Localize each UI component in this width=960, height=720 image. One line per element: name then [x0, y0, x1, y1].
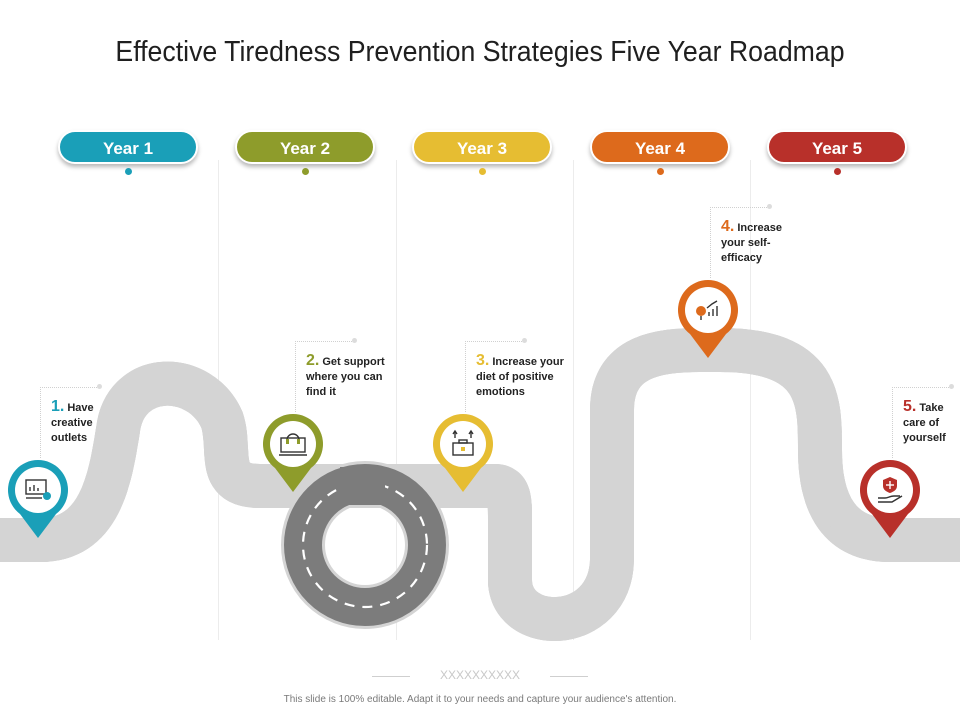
hand-shield-icon: [878, 477, 903, 503]
milestone-3-pin: [431, 412, 495, 494]
milestone-2-pin: [261, 412, 325, 494]
idea-chart-icon: [696, 300, 718, 320]
note-frame-dot: [97, 384, 102, 389]
footer-divider-text: XXXXXXXXXX: [439, 668, 521, 682]
milestone-2-text: Get support where you can find it: [306, 356, 385, 398]
year-4-marker: [657, 168, 664, 175]
note-frame: [465, 341, 526, 412]
column-guide: [573, 160, 574, 640]
milestone-3-number: 3.: [476, 352, 490, 369]
milestone-4-pin: [676, 278, 740, 360]
column-guide: [396, 160, 397, 640]
year-3-marker: [479, 168, 486, 175]
milestone-2-number: 2.: [306, 352, 320, 369]
milestone-3-note: 3. Increase your diet of positive emotion…: [476, 353, 568, 400]
milestone-1-number: 1.: [51, 398, 65, 415]
year-1-marker: [125, 168, 132, 175]
column-guide: [750, 160, 751, 640]
milestone-1-pin: [6, 458, 70, 540]
note-frame-dot: [949, 384, 954, 389]
milestone-5-note: 5. Take care of yourself: [903, 399, 957, 446]
footer-divider-right: [550, 676, 588, 677]
slide-title: Effective Tiredness Prevention Strategie…: [115, 36, 845, 68]
milestone-5-number: 5.: [903, 398, 917, 415]
note-frame-dot: [522, 338, 527, 343]
note-frame-dot: [767, 204, 772, 209]
note-frame-dot: [352, 338, 357, 343]
headset-computer-icon: [279, 433, 307, 456]
year-2-marker: [302, 168, 309, 175]
presentation-chart-icon: [25, 479, 51, 500]
year-5-marker: [834, 168, 841, 175]
footer-note: This slide is 100% editable. Adapt it to…: [283, 694, 677, 705]
year-1-label: Year 1: [58, 130, 198, 164]
milestone-4-note: 4. Increase your self-efficacy: [721, 219, 801, 266]
note-frame: [40, 387, 101, 458]
milestone-1-text: Have creative outlets: [51, 402, 94, 444]
year-2-label: Year 2: [235, 130, 375, 164]
note-frame: [892, 387, 953, 458]
milestone-5-text: Take care of yourself: [903, 402, 946, 444]
footer-divider-left: [372, 676, 410, 677]
milestone-1-note: 1. Have creative outlets: [51, 399, 131, 446]
briefcase-growth-icon: [452, 429, 474, 456]
milestone-4-text: Increase your self-efficacy: [721, 222, 782, 264]
note-frame: [295, 341, 356, 412]
milestone-4-number: 4.: [721, 218, 735, 235]
note-frame: [710, 207, 771, 278]
milestone-5-pin: [858, 458, 922, 540]
year-5-label: Year 5: [767, 130, 907, 164]
year-4-label: Year 4: [590, 130, 730, 164]
year-3-label: Year 3: [412, 130, 552, 164]
milestone-3-text: Increase your diet of positive emotions: [476, 356, 564, 398]
milestone-2-note: 2. Get support where you can find it: [306, 353, 386, 400]
